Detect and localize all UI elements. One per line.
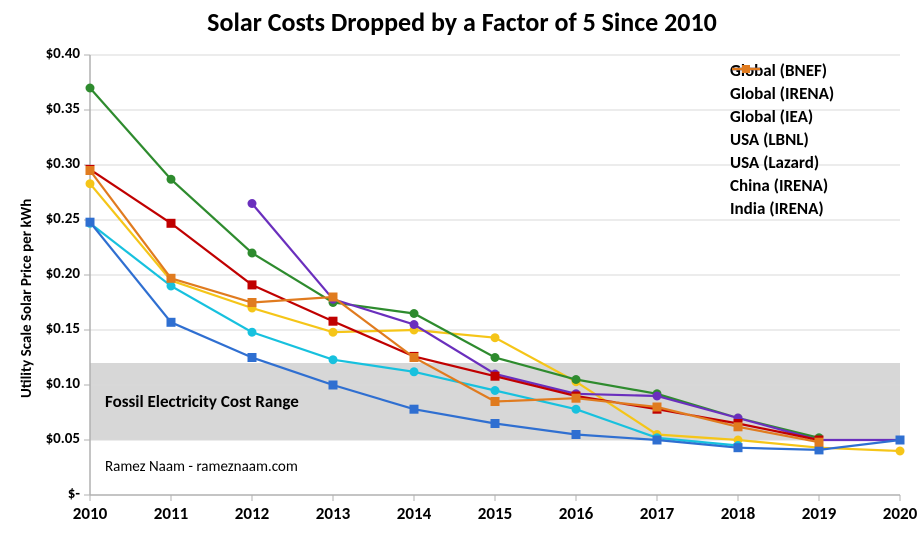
attribution-note: Ramez Naam - rameznaam.com [105,458,298,476]
x-tick-label: 2016 [559,503,593,524]
legend-label: USA (LBNL) [730,129,809,150]
legend-item-irena_global: Global (IRENA) [730,83,834,104]
y-tick-label: $0.25 [46,210,80,228]
legend-item-lbnl: USA (LBNL) [730,129,834,150]
legend-label: India (IRENA) [730,198,824,219]
legend-item-iea: Global (IEA) [730,106,834,127]
y-tick-label: $0.10 [46,375,80,393]
legend-item-china: China (IRENA) [730,175,834,196]
x-tick-label: 2015 [478,503,512,524]
y-tick-label: $- [68,485,80,503]
y-tick-label: $0.20 [46,265,80,283]
x-tick-label: 2013 [316,503,350,524]
x-tick-label: 2018 [721,503,755,524]
y-tick-label: $0.05 [46,430,80,448]
x-tick-label: 2020 [883,503,917,524]
legend-label: Global (IRENA) [730,83,834,104]
x-tick-label: 2012 [235,503,269,524]
x-tick-label: 2017 [640,503,674,524]
x-tick-label: 2014 [397,503,431,524]
legend-label: China (IRENA) [730,175,828,196]
y-tick-label: $0.30 [46,155,80,173]
x-tick-label: 2019 [802,503,836,524]
x-tick-label: 2010 [73,503,107,524]
y-tick-label: $0.40 [46,45,80,63]
legend-label: Global (IEA) [730,106,813,127]
legend-item-lazard: USA (Lazard) [730,152,834,173]
legend: Global (BNEF)Global (IRENA)Global (IEA)U… [730,60,834,221]
legend-label: USA (Lazard) [730,152,819,173]
y-tick-label: $0.15 [46,320,80,338]
fossil-band-label: Fossil Electricity Cost Range [105,391,299,412]
y-tick-label: $0.35 [46,100,80,118]
chart-container: Solar Costs Dropped by a Factor of 5 Sin… [0,0,924,538]
legend-item-india: India (IRENA) [730,198,834,219]
x-tick-label: 2011 [154,503,188,524]
